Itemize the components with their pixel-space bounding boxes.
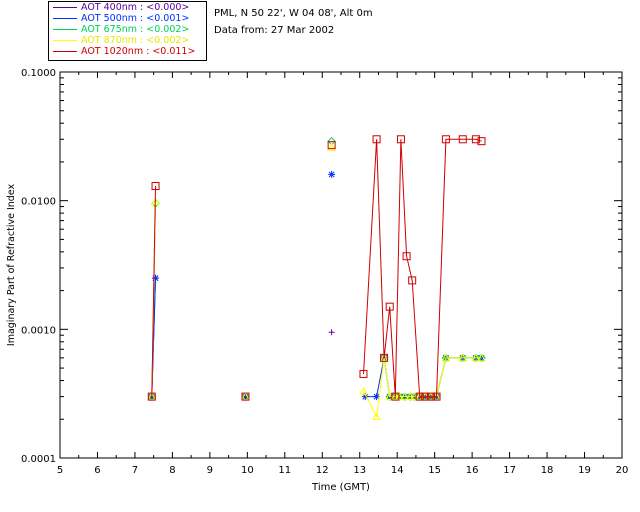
data-point (241, 392, 250, 401)
data-point (373, 393, 381, 401)
series-line (152, 278, 332, 397)
data-point (361, 393, 369, 401)
data-point (471, 353, 481, 362)
x-tick-label: 18 (541, 465, 554, 476)
data-point (408, 276, 417, 285)
data-point (415, 392, 424, 401)
legend-label: AOT 500nm : <0.001> (81, 13, 190, 24)
x-tick-label: 14 (391, 465, 404, 476)
data-point (458, 353, 468, 362)
series (147, 142, 486, 421)
y-tick-label: 0.0001 (21, 454, 56, 465)
data-point (359, 369, 368, 378)
x-tick-label: 11 (278, 465, 291, 476)
data-point (391, 392, 400, 401)
legend-item: AOT 675nm : <0.002> (49, 24, 206, 35)
legend-item: AOT 400nm : <0.000> (49, 2, 206, 13)
data-point (441, 135, 450, 144)
x-tick-label: 12 (316, 465, 329, 476)
data-point (477, 137, 486, 146)
x-tick-label: 19 (578, 465, 591, 476)
x-tick-label: 10 (241, 465, 254, 476)
data-point (152, 274, 160, 282)
x-tick-label: 9 (207, 465, 213, 476)
data-point (400, 392, 410, 401)
x-tick-label: 6 (94, 465, 100, 476)
data-point (380, 353, 389, 362)
y-axis-label: Imaginary Part of Refractive Index (6, 184, 17, 347)
data-point (477, 353, 486, 363)
series (147, 136, 486, 401)
data-point (426, 392, 435, 401)
legend-swatch (53, 18, 77, 19)
data-point (327, 142, 336, 151)
data-point (359, 386, 368, 395)
data-point (432, 392, 441, 401)
data-point (477, 353, 486, 362)
data-point (241, 393, 249, 401)
legend-label: AOT 1020nm : <0.011> (81, 46, 196, 57)
data-point (147, 392, 156, 401)
legend-swatch (53, 7, 77, 8)
series-line (151, 278, 482, 398)
data-point (148, 393, 156, 401)
plot-frame (59, 71, 623, 459)
data-point (328, 329, 335, 336)
data-point (396, 135, 405, 144)
legend: AOT 400nm : <0.000> AOT 500nm : <0.001> … (48, 1, 207, 61)
legend-item: AOT 1020nm : <0.011> (49, 46, 206, 57)
data-point (147, 392, 157, 401)
legend-label: AOT 400nm : <0.000> (81, 2, 190, 13)
x-tick-label: 7 (132, 465, 138, 476)
site-info: PML, N 50 22', W 04 08', Alt 0m (214, 8, 373, 19)
data-point (372, 135, 381, 144)
x-tick-label: 5 (57, 465, 63, 476)
y-tick-label: 0.0010 (21, 325, 56, 336)
series (147, 135, 486, 401)
data-point (458, 353, 467, 363)
legend-item: AOT 870nm : <0.002> (49, 35, 206, 46)
data-point (328, 170, 336, 178)
series (148, 275, 335, 400)
data-point (441, 353, 451, 362)
y-tick-label: 0.0100 (21, 197, 56, 208)
legend-item: AOT 500nm : <0.001> (49, 13, 206, 24)
legend-swatch (53, 51, 77, 52)
legend-label: AOT 870nm : <0.002> (81, 35, 190, 46)
x-tick-label: 15 (428, 465, 441, 476)
data-point (421, 392, 430, 401)
x-tick-label: 8 (169, 465, 175, 476)
data-point (327, 141, 336, 150)
y-tick-label: 0.1000 (21, 68, 56, 79)
x-axis-label: Time (GMT) (311, 482, 370, 493)
x-tick-label: 20 (616, 465, 629, 476)
legend-label: AOT 675nm : <0.002> (81, 24, 190, 35)
series-line (151, 138, 482, 398)
series-line (151, 203, 482, 398)
x-tick-label: 16 (466, 465, 479, 476)
data-point (402, 252, 411, 261)
data-point (151, 182, 160, 191)
legend-swatch (53, 29, 77, 30)
data-point (471, 135, 480, 144)
data-point (471, 353, 481, 363)
date-info: Data from: 27 Mar 2002 (214, 25, 335, 36)
data-point (241, 392, 250, 401)
series (148, 170, 485, 401)
data-point (385, 302, 394, 311)
legend-swatch (53, 40, 77, 41)
data-point (458, 135, 467, 144)
series-line (151, 201, 482, 419)
x-tick-label: 17 (503, 465, 516, 476)
x-tick-label: 13 (353, 465, 366, 476)
data-point (372, 411, 381, 421)
data-point (441, 353, 451, 363)
